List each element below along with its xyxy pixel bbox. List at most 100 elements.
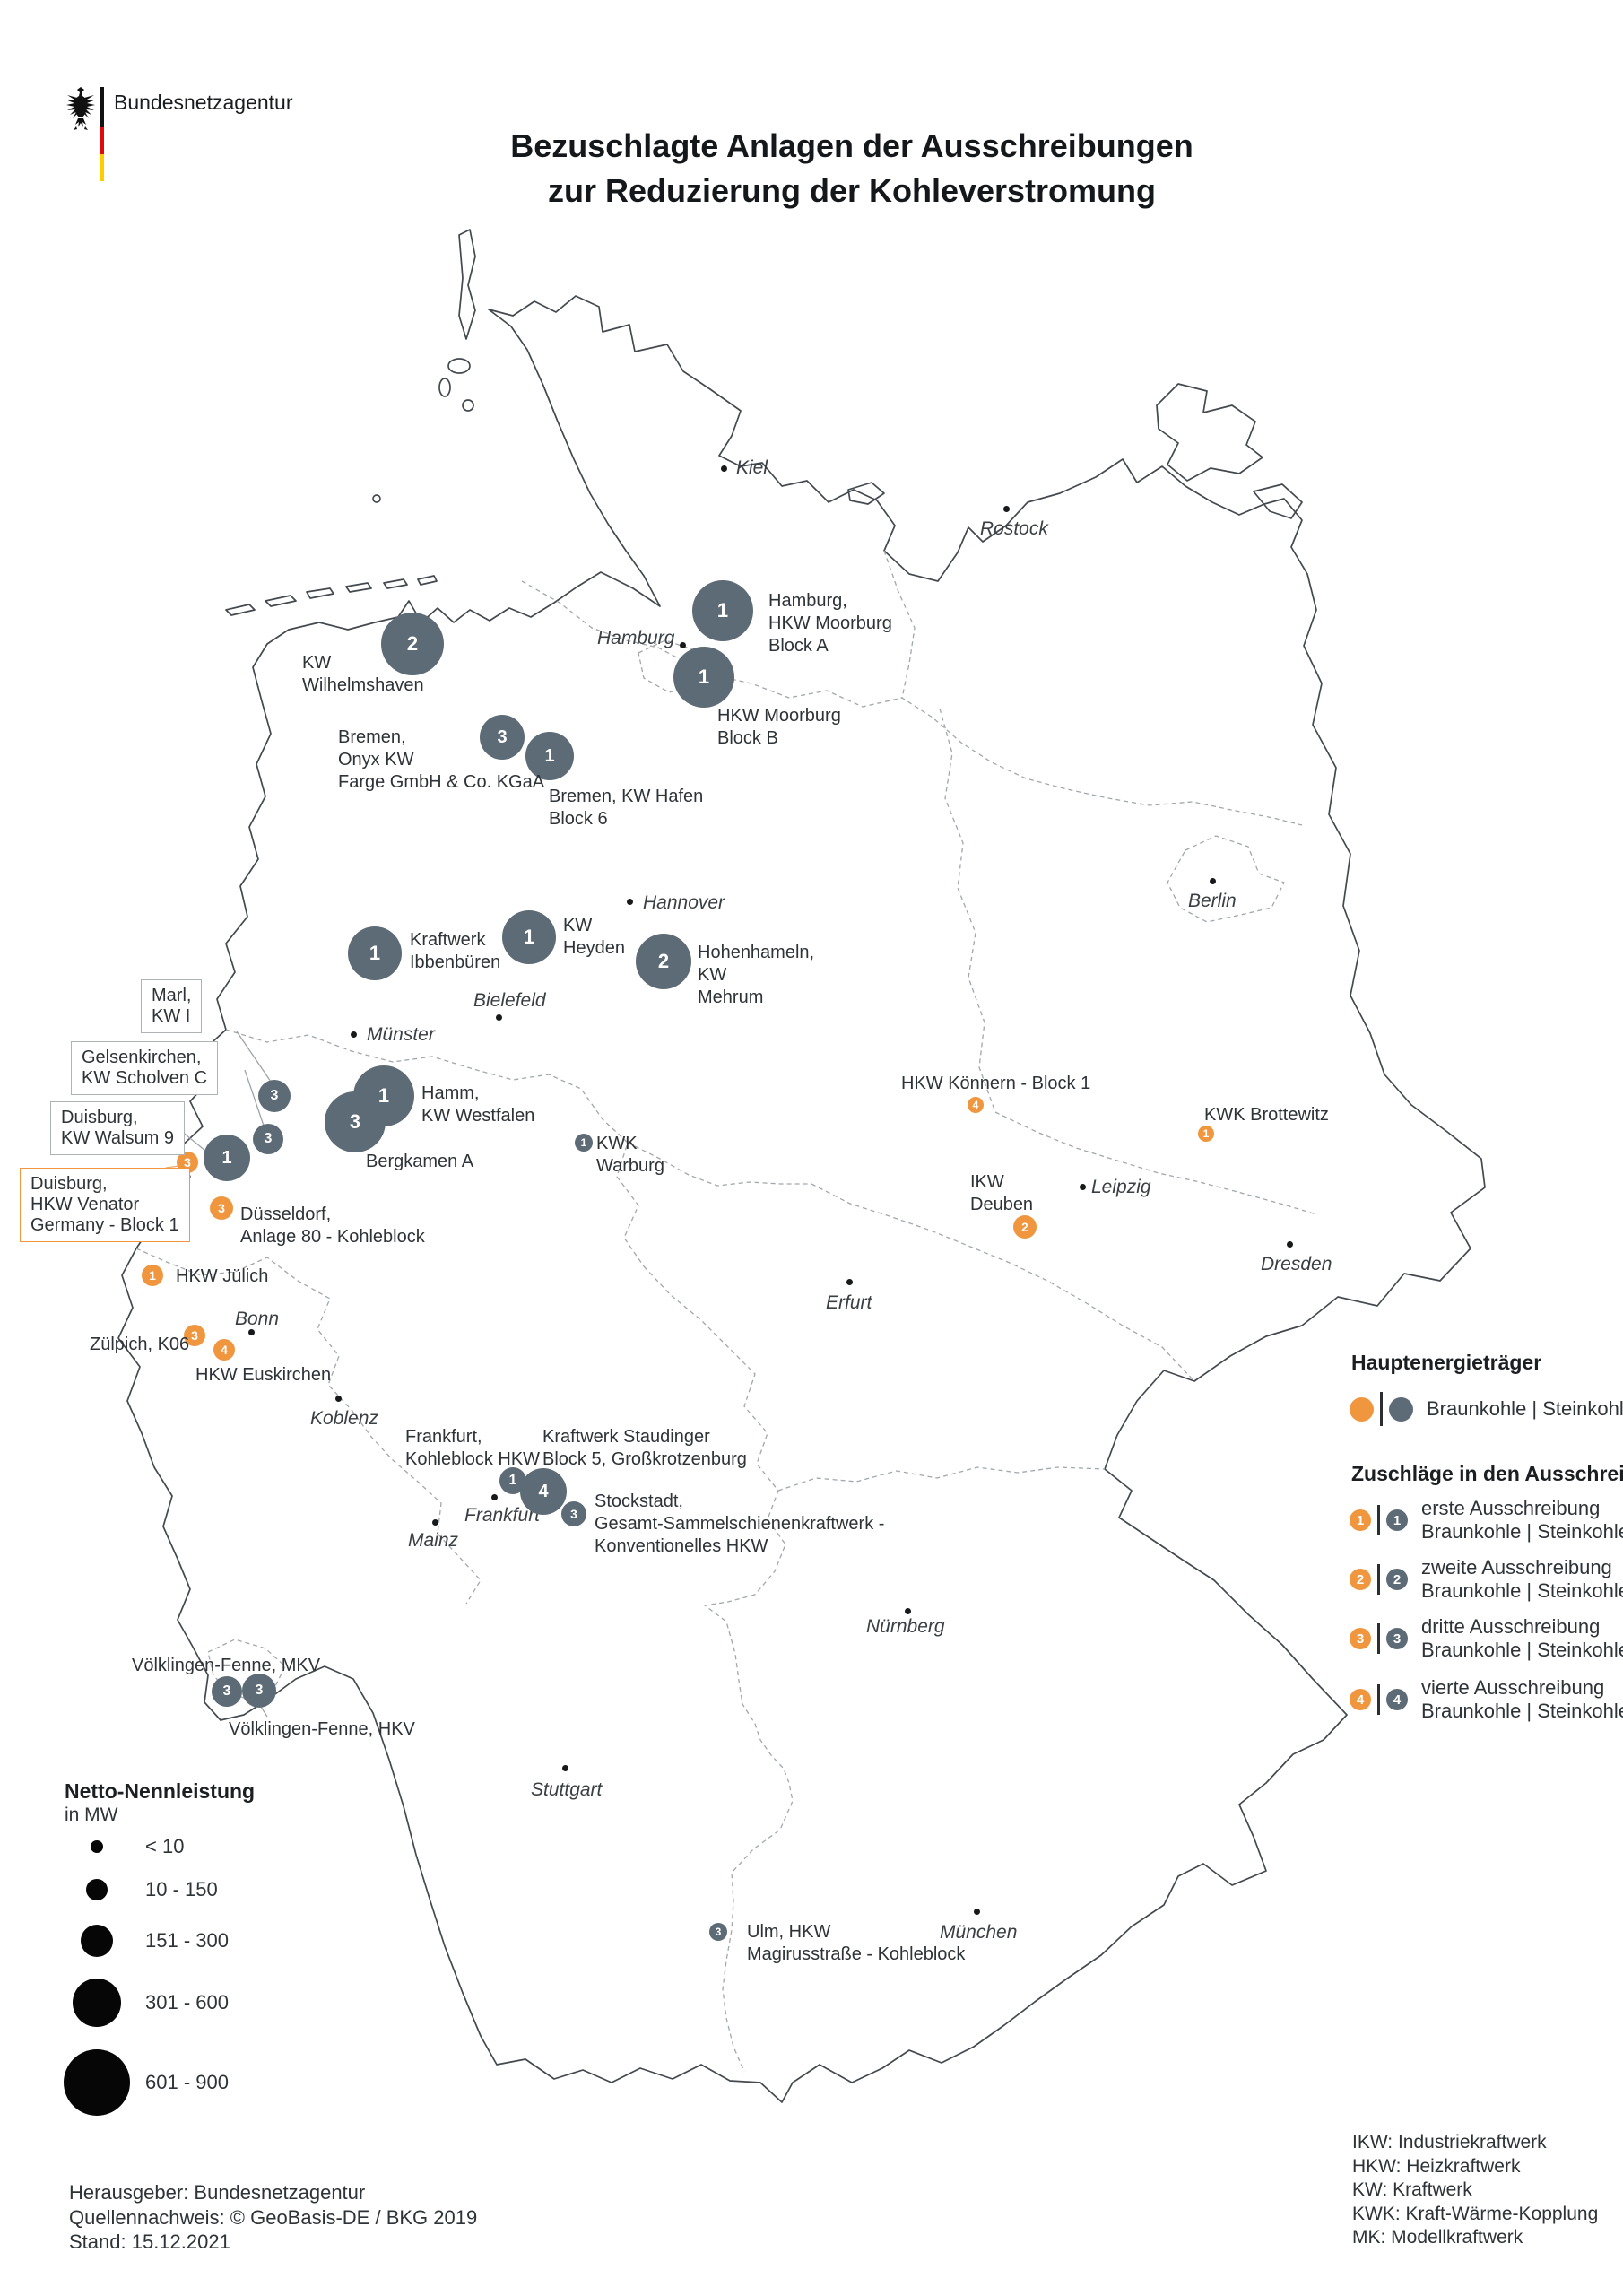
round-label-line1: vierte Ausschreibung [1421,1676,1605,1699]
rounds-legend-title: Zuschläge in den Ausschreibungen [1351,1462,1623,1485]
plant-marker-duesseldorf: 3 [210,1196,233,1220]
plant-label-brottewitz: KWK Brottewitz [1204,1104,1329,1126]
federal-eagle-icon [65,87,96,130]
round-label-line2: Braunkohle | Steinkohle [1421,1700,1623,1722]
abbreviation-line: MK: Modellkraftwerk [1352,2227,1523,2248]
plant-label-walsum: Duisburg, KW Walsum 9 [50,1101,185,1155]
size-class-label: < 10 [145,1835,185,1857]
plant-label-moorburg-b: HKW Moorburg Block B [717,705,841,750]
size-class-circle [91,1840,103,1853]
plant-label-line: Onyx KW [338,750,414,770]
plant-label-line: Düsseldorf, [240,1205,332,1224]
city-dot-Frankfurt [490,1493,498,1500]
round-braunkohle-badge: 3 [1350,1628,1371,1649]
round-steinkohle-badge: 1 [1386,1509,1408,1531]
plant-marker-zuelpich: 3 [184,1325,205,1346]
plant-label-farge: Bremen, Onyx KW Farge GmbH & Co. KGaA [338,726,544,794]
plant-label-line: Völklingen-Fenne, MKV [132,1656,321,1675]
plant-marker-juelich: 1 [142,1265,163,1286]
round-label: erste Ausschreibung Braunkohle | Steinkoh… [1421,1497,1623,1544]
plant-label-line: Wilhelmshaven [302,675,424,695]
plant-label-line: Zülpich, K06 [90,1335,190,1354]
size-class-label: 301 - 600 [145,1991,229,2013]
city-label-Mainz: Mainz [408,1530,459,1551]
footer-line: Stand: 15.12.2021 [69,2231,230,2253]
title-line-2: zur Reduzierung der Kohleverstromung [547,172,1157,209]
round-label-line2: Braunkohle | Steinkohle [1421,1579,1623,1602]
plant-label-wilhelmshaven: KW Wilhelmshaven [302,652,424,697]
plant-label-mehrum: Hohenhameln, KW Mehrum [698,942,814,1009]
city-label-München: München [940,1922,1018,1943]
plant-label-line: Bremen, [338,727,406,747]
plant-label-deuben: IKW Deuben [970,1171,1033,1216]
plant-marker-heyden: 1 [502,910,556,964]
plant-label-line: Bergkamen A [366,1152,474,1171]
plant-label-euskirchen: HKW Euskirchen [195,1364,331,1387]
size-class-circle [86,1879,108,1900]
rounds-legend-row-3: 3 3 dritte Ausschreibung Braunkohle | Stein… [1350,1615,1623,1662]
plant-label-line: KWK [596,1134,638,1153]
plant-marker-ulm: 3 [709,1923,727,1941]
fuel-divider [1380,1392,1383,1426]
city-dot-Mainz [431,1518,438,1526]
label-leader-lines [165,1031,272,1718]
round-label: dritte Ausschreibung Braunkohle | Steinko… [1421,1615,1623,1662]
round-label-line2: Braunkohle | Steinkohle [1421,1639,1623,1661]
plant-label-line: Duisburg, [30,1174,108,1194]
plant-marker-deuben: 2 [1013,1215,1037,1239]
plant-label-line: KW Walsum 9 [61,1128,174,1148]
size-class-label: 601 - 900 [145,2071,229,2093]
agency-name: Bundesnetzagentur [114,91,293,114]
plant-label-line: Kohleblock HKW [405,1449,541,1469]
plant-label-marl: Marl, KW I [141,979,203,1033]
plant-label-zuelpich: Zülpich, K06 [90,1334,189,1356]
plant-label-line: Warburg [596,1156,664,1176]
title-line-1: Bezuschlagte Anlagen der Ausschreibungen [510,127,1193,164]
plant-label-line: IKW [970,1172,1004,1192]
plant-marker-koennern: 4 [968,1097,984,1113]
city-label-Münster: Münster [367,1024,435,1045]
plant-marker-voelklingen-mkv: 3 [212,1676,242,1707]
plant-label-line: KW Westfalen [421,1106,535,1126]
city-dot-Kiel [720,465,727,472]
size-class-circle [64,2049,130,2116]
plant-label-line: HKW Venator [30,1195,140,1214]
plant-label-warburg: KWK Warburg [596,1133,664,1178]
plant-label-line: Frankfurt, [405,1427,482,1447]
plant-label-line: Gesamt-Sammelschienenkraftwerk - [595,1514,885,1534]
plant-label-heyden: KW Heyden [563,915,625,960]
size-class-circle [81,1925,113,1957]
plant-marker-mehrum: 2 [636,934,691,989]
city-dot-Hannover [626,898,633,905]
plant-label-line: Hamm, [421,1083,480,1103]
flag-black-stripe [100,87,104,127]
round-braunkohle-badge: 1 [1350,1509,1371,1531]
plant-label-line: Germany - Block 1 [30,1215,179,1235]
plant-label-voelklingen-hkv: Völklingen-Fenne, HKV [229,1718,415,1741]
city-label-Hamburg: Hamburg [597,628,675,648]
city-label-Stuttgart: Stuttgart [531,1779,603,1800]
abbreviation-line: KWK: Kraft-Wärme-Kopplung [1352,2203,1599,2224]
plant-label-line: Mehrum [698,987,764,1007]
plant-label-line: Kraftwerk Staudinger [542,1427,710,1447]
city-dot-Bielefeld [495,1013,502,1021]
plant-marker-warburg: 1 [575,1134,593,1152]
plant-label-ibbenbueren: Kraftwerk Ibbenbüren [410,929,500,974]
plant-marker-brottewitz: 1 [1198,1126,1214,1142]
abbreviation-line: KW: Kraftwerk [1352,2179,1472,2200]
size-class-circle [73,1979,121,2027]
city-label-Leipzig: Leipzig [1091,1177,1151,1197]
german-flag-bar [100,87,104,181]
footer-line: Quellennachweis: © GeoBasis-DE / BKG 201… [69,2205,478,2229]
city-dot-Bonn [247,1328,255,1335]
braunkohle-dot-icon [1350,1396,1374,1422]
plant-label-line: Bremen, KW Hafen [549,787,704,806]
size-legend-title: Netto-Nennleistung [65,1779,256,1803]
plant-label-scholven: Gelsenkirchen, KW Scholven C [71,1041,219,1095]
city-dot-Koblenz [334,1395,342,1402]
plant-marker-stockstadt: 3 [561,1501,586,1526]
plant-label-line: Hohenhameln, [698,943,815,962]
fuel-legend-row: Braunkohle | Steinkohle [1350,1392,1623,1426]
rounds-legend-row-2: 2 2 zweite Ausschreibung Braunkohle | Stein… [1350,1556,1623,1603]
